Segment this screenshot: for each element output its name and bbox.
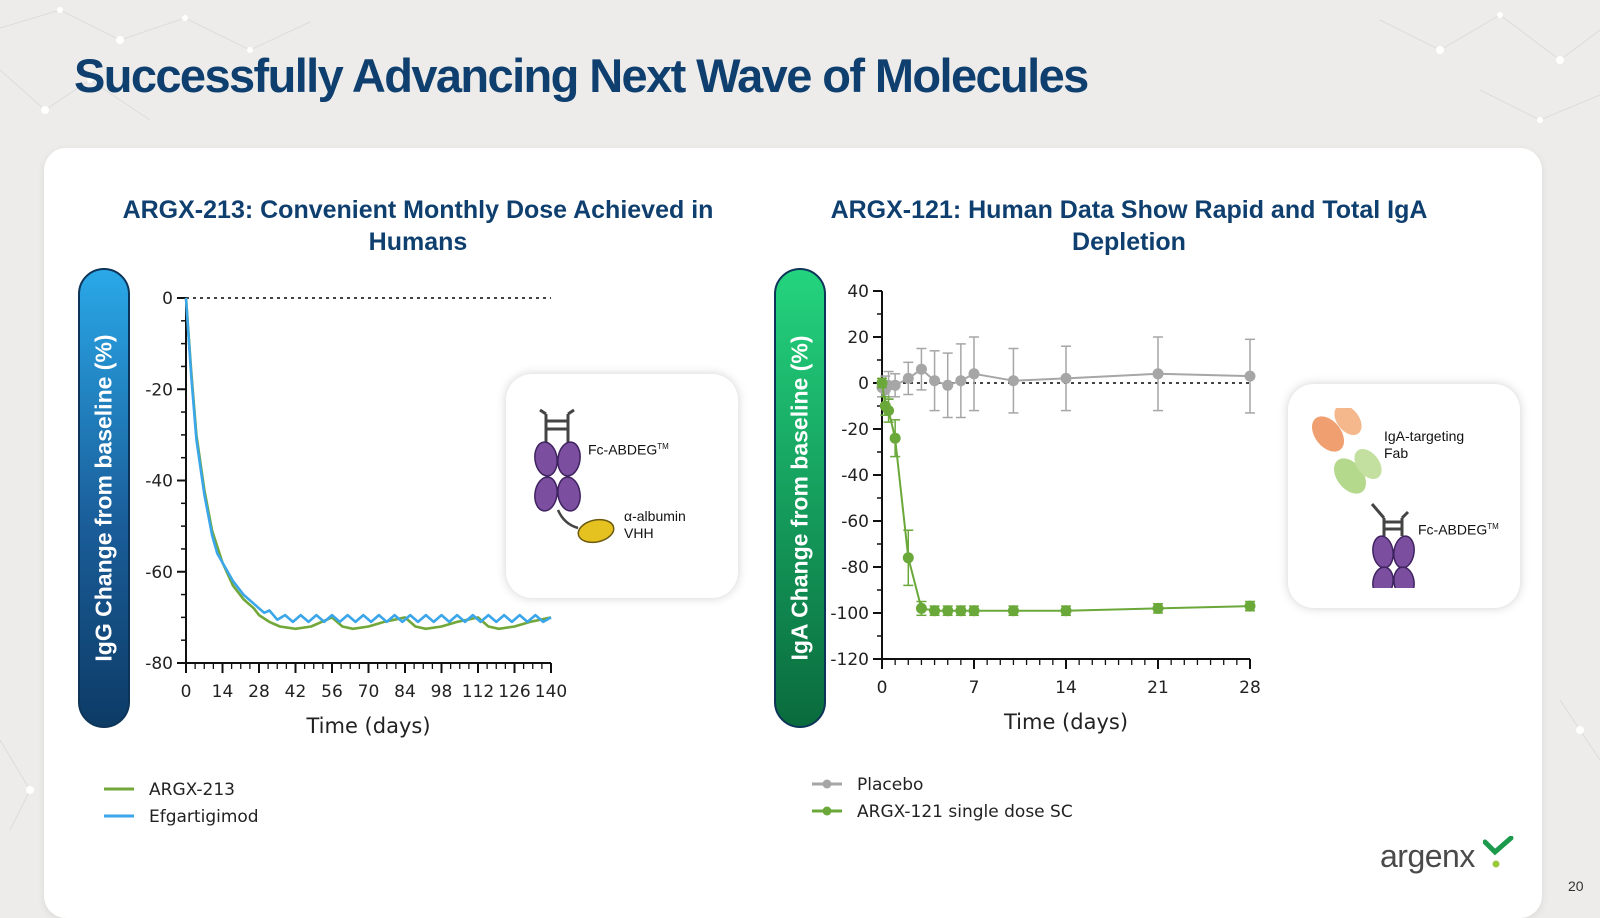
x-axis-label: Time (days) bbox=[1003, 710, 1128, 734]
x-tick-label: 14 bbox=[1055, 678, 1077, 698]
data-point bbox=[902, 372, 914, 384]
data-point bbox=[1007, 605, 1019, 617]
y-tick-label: 40 bbox=[847, 282, 869, 302]
fc-abdeg-vhh-diagram bbox=[534, 408, 615, 544]
page-number: 20 bbox=[1568, 878, 1584, 894]
right-chart-title: ARGX-121: Human Data Show Rapid and Tota… bbox=[830, 196, 1428, 256]
data-point bbox=[883, 405, 895, 417]
left-y-axis-pill: IgG Change from baseline (%) bbox=[78, 268, 130, 728]
x-tick-label: 112 bbox=[462, 682, 494, 702]
x-tick-label: 0 bbox=[181, 682, 192, 702]
legend-label: ARGX-213 bbox=[149, 780, 235, 800]
vhh-domain-icon bbox=[577, 518, 615, 544]
x-tick-label: 84 bbox=[394, 682, 416, 702]
data-point bbox=[955, 375, 967, 387]
hinge-icon bbox=[539, 408, 575, 444]
fab-domain-icon bbox=[1311, 408, 1382, 494]
legend-label: ARGX-121 single dose SC bbox=[857, 802, 1073, 822]
left-chart-title: ARGX-213: Convenient Monthly Dose Achiev… bbox=[122, 196, 714, 256]
iga-fab-label: IgA-targeting Fab bbox=[1384, 428, 1465, 461]
x-tick-label: 98 bbox=[431, 682, 453, 702]
left-y-axis-label: IgG Change from baseline (%) bbox=[90, 334, 117, 662]
x-tick-label: 140 bbox=[535, 682, 567, 702]
data-point bbox=[876, 377, 888, 389]
data-point bbox=[942, 605, 954, 617]
data-point bbox=[968, 368, 980, 380]
right-molecule-inset: IgA-targeting Fab Fc-ABDEGTM bbox=[1288, 384, 1520, 608]
left-chart: 0 -20 -40 -60 -80 0 14 28 42 56 70 84 98 112 126 140 Tim… bbox=[104, 289, 567, 827]
data-point bbox=[1244, 600, 1256, 612]
legend-marker bbox=[822, 806, 832, 816]
albumin-vhh-label: α-albumin VHH bbox=[624, 508, 686, 541]
argenx-logo-mark-icon bbox=[1483, 836, 1514, 868]
x-tick-label: 0 bbox=[877, 678, 888, 698]
right-y-axis-label: IgA Change from baseline (%) bbox=[786, 335, 813, 661]
data-point bbox=[968, 605, 980, 617]
y-tick-label: -80 bbox=[841, 558, 869, 578]
x-tick-label: 28 bbox=[248, 682, 270, 702]
right-fc-abdeg-label: Fc-ABDEGTM bbox=[1418, 521, 1499, 538]
data-point bbox=[889, 432, 901, 444]
data-point bbox=[929, 375, 941, 387]
argenx-logo: argenx bbox=[1380, 838, 1475, 874]
x-tick-label: 56 bbox=[321, 682, 343, 702]
data-point bbox=[1244, 370, 1256, 382]
hinge-icon bbox=[1370, 503, 1410, 536]
y-tick-label: -20 bbox=[841, 420, 869, 440]
legend-label: Placebo bbox=[857, 775, 923, 795]
right-chart: 40 20 0 -20 -40 -60 -80 -100 -120 0 7 14 21 28 Time (d… bbox=[812, 282, 1261, 822]
x-tick-label: 70 bbox=[358, 682, 380, 702]
data-point bbox=[915, 602, 927, 614]
legend-marker bbox=[822, 779, 832, 789]
data-point bbox=[955, 605, 967, 617]
data-point bbox=[1060, 605, 1072, 617]
y-tick-label: -40 bbox=[841, 466, 869, 486]
x-tick-label: 126 bbox=[498, 682, 530, 702]
x-tick-label: 28 bbox=[1239, 678, 1261, 698]
y-tick-label: 0 bbox=[162, 289, 173, 309]
x-tick-label: 14 bbox=[212, 682, 234, 702]
y-tick-label: -60 bbox=[841, 512, 869, 532]
data-point bbox=[929, 605, 941, 617]
data-point bbox=[1007, 375, 1019, 387]
data-point bbox=[1060, 372, 1072, 384]
series-line-efgartigimod bbox=[184, 297, 552, 624]
x-tick-label: 21 bbox=[1147, 678, 1169, 698]
y-tick-label: 20 bbox=[847, 328, 869, 348]
legend-label: Efgartigimod bbox=[149, 807, 259, 827]
fc-domain-icon bbox=[1372, 535, 1415, 588]
y-tick-label: -80 bbox=[145, 654, 173, 674]
x-tick-label: 7 bbox=[969, 678, 980, 698]
x-axis-label: Time (days) bbox=[305, 714, 430, 738]
slide-title: Successfully Advancing Next Wave of Mole… bbox=[74, 49, 1089, 102]
y-tick-label: -60 bbox=[145, 563, 173, 583]
right-y-axis-pill: IgA Change from baseline (%) bbox=[774, 268, 826, 728]
y-tick-label: 0 bbox=[858, 374, 869, 394]
series-line-argx-213 bbox=[184, 297, 552, 631]
data-point bbox=[942, 379, 954, 391]
fc-domain-icon bbox=[534, 441, 581, 512]
data-point bbox=[889, 379, 901, 391]
data-point bbox=[1152, 368, 1164, 380]
fab-fc-abdeg-diagram bbox=[1311, 408, 1415, 588]
data-point bbox=[902, 552, 914, 564]
y-tick-label: -20 bbox=[145, 380, 173, 400]
y-tick-label: -100 bbox=[830, 604, 869, 624]
y-tick-label: -120 bbox=[830, 650, 869, 670]
left-molecule-inset: Fc-ABDEGTM α-albumin VHH bbox=[506, 374, 738, 598]
left-fc-abdeg-label: Fc-ABDEGTM bbox=[588, 441, 669, 458]
x-tick-label: 42 bbox=[285, 682, 307, 702]
y-tick-label: -40 bbox=[145, 472, 173, 492]
data-point bbox=[1152, 602, 1164, 614]
linker-icon bbox=[556, 509, 579, 530]
series-line-argx-121-single-dose-sc bbox=[881, 382, 1251, 612]
data-point bbox=[915, 363, 927, 375]
